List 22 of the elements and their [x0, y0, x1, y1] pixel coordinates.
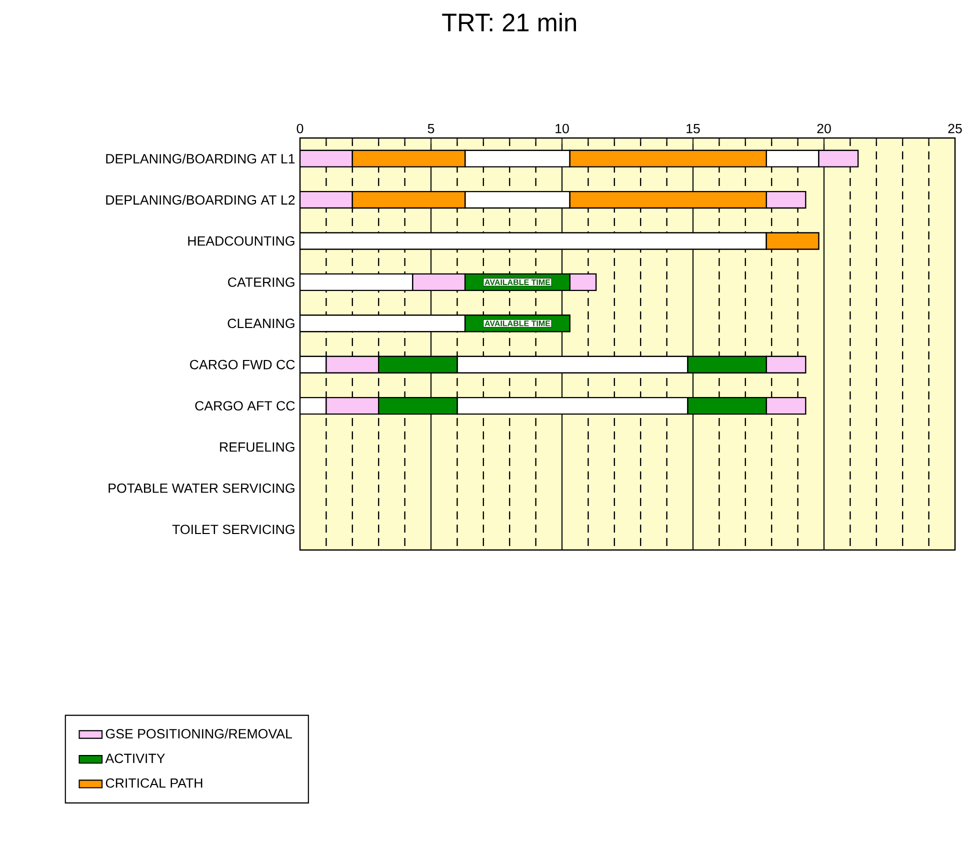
chart-title: TRT: 21 min	[442, 12, 576, 32]
legend-label: GSE POSITIONING/REMOVAL	[106, 728, 292, 738]
y-tick-label: CLEANING	[228, 318, 294, 328]
x-tick-label: 0	[296, 124, 304, 134]
x-tick-label: 25	[948, 124, 962, 134]
annotation: AVAILABLE TIME	[484, 320, 550, 326]
y-tick-label: POTABLE WATER SERVICING	[108, 483, 294, 493]
x-tick-label: 10	[556, 124, 569, 134]
x-tick-label: 15	[686, 124, 700, 134]
x-tick-label: 20	[817, 124, 831, 134]
legend-label: CRITICAL PATH	[106, 778, 202, 788]
y-tick-label: CARGO FWD CC	[190, 360, 295, 370]
y-tick-label: CATERING	[228, 277, 294, 287]
y-tick-label: DEPLANING/BOARDING AT L1	[106, 154, 295, 164]
y-tick-label: HEADCOUNTING	[188, 236, 294, 246]
y-tick-label: TOILET SERVICING	[172, 524, 294, 534]
legend-label: ACTIVITY	[105, 754, 165, 764]
y-tick-label: CARGO AFT CC	[195, 401, 295, 411]
x-tick-label: 5	[428, 124, 434, 134]
y-tick-label: REFUELING	[220, 442, 294, 452]
annotation: AVAILABLE TIME	[484, 279, 550, 285]
y-tick-label: DEPLANING/BOARDING AT L2	[106, 194, 295, 205]
